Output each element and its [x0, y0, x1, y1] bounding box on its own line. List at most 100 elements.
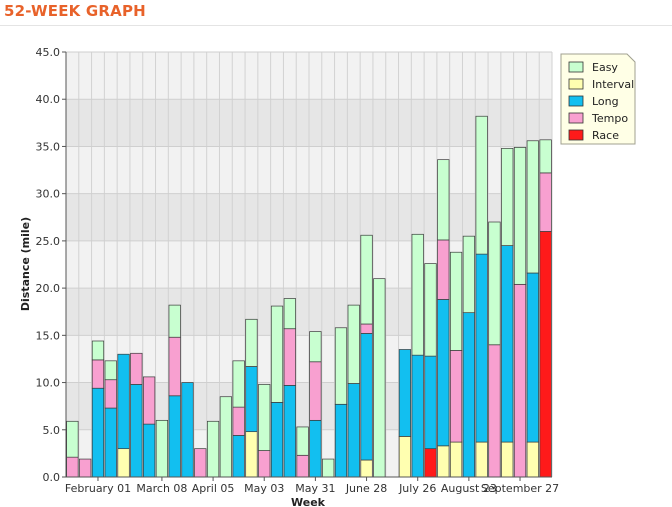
bar-segment-easy — [373, 278, 386, 478]
x-tick-label: February 01 — [65, 482, 131, 495]
bar-segment-easy — [475, 115, 488, 255]
legend-label-interval: Interval — [592, 78, 634, 91]
bar-segment-easy — [501, 147, 514, 246]
bar-segment-easy — [360, 234, 373, 325]
y-tick-label: 20.0 — [36, 282, 61, 295]
bar-segment-long — [130, 384, 143, 478]
bar-segment-tempo — [513, 283, 527, 478]
y-tick-label: 15.0 — [36, 329, 61, 342]
bar-segment-easy — [334, 327, 348, 405]
bar-segment-easy — [155, 419, 169, 478]
bar-segment-tempo — [488, 344, 501, 478]
bar-segment-easy — [245, 318, 258, 367]
legend-label-tempo: Tempo — [591, 112, 628, 125]
bar-segment-easy — [296, 426, 309, 456]
y-tick-label: 30.0 — [36, 188, 61, 201]
x-tick-label: May 31 — [295, 482, 335, 495]
bar-segment-tempo — [258, 450, 271, 478]
bar-segment-easy — [104, 360, 117, 381]
bar-segment-easy — [526, 140, 539, 274]
bar-segment-easy — [411, 233, 424, 356]
bar-segment-long — [245, 366, 258, 433]
bar-segment-tempo — [168, 336, 181, 397]
bar-segment-long — [462, 312, 475, 478]
bar-segment-long — [232, 435, 245, 478]
bar-segment-interval — [398, 436, 412, 478]
bar-segment-easy — [322, 458, 335, 478]
legend-swatch-easy — [568, 61, 584, 73]
bar-segment-easy — [488, 221, 501, 346]
bar-segment-interval — [117, 448, 130, 478]
bar-segment-easy — [539, 139, 552, 174]
bar-segment-easy — [206, 420, 220, 478]
bar-segment-long — [411, 354, 424, 478]
bar-segment-long — [360, 333, 373, 461]
bar-segment-easy — [347, 304, 360, 384]
y-tick-label: 10.0 — [36, 377, 61, 390]
x-axis-label: Week — [291, 496, 326, 507]
x-tick-label: September 27 — [481, 482, 559, 495]
bar-segment-race — [539, 231, 552, 478]
bar-segment-interval — [526, 441, 539, 478]
bar-segment-easy — [258, 384, 271, 451]
bar-segment-tempo — [143, 376, 156, 425]
bar-segment-interval — [475, 441, 488, 478]
bar-segment-long — [347, 383, 360, 478]
bar-segment-tempo — [91, 359, 105, 389]
bar-segment-easy — [232, 360, 245, 408]
bar-segment-easy — [462, 235, 475, 314]
y-tick-label: 5.0 — [43, 424, 61, 437]
x-tick-label: June 28 — [345, 482, 387, 495]
bar-segment-easy — [437, 159, 450, 241]
legend-label-long: Long — [592, 95, 619, 108]
bar-segment-tempo — [66, 456, 79, 478]
bar-segment-easy — [424, 263, 437, 357]
bar-segment-easy — [283, 298, 296, 330]
title-divider — [0, 25, 672, 26]
bar-segment-easy — [449, 251, 463, 351]
legend-swatch-race — [568, 129, 584, 141]
bar-segment-long — [526, 272, 539, 443]
legend-label-easy: Easy — [592, 61, 618, 74]
bar-segment-easy — [270, 305, 284, 403]
bar-segment-long — [270, 402, 284, 478]
bar-segment-long — [104, 407, 117, 478]
bar-segment-long — [143, 423, 156, 478]
x-tick-label: March 08 — [136, 482, 187, 495]
bar-segment-tempo — [309, 361, 322, 421]
y-tick-labels: 0.0 5.0 10.0 15.0 20.0 25.0 30.0 35.0 40.0 45.0 — [36, 46, 66, 484]
bar-segment-tempo — [283, 328, 296, 386]
legend-swatch-interval — [568, 78, 584, 90]
bar-segment-easy — [168, 304, 181, 338]
x-tick-label: July 26 — [398, 482, 436, 495]
bar-segment-easy — [91, 340, 105, 361]
bar-segment-tempo — [296, 454, 309, 478]
bar-segment-tempo — [232, 406, 245, 436]
bar-segment-tempo — [539, 172, 552, 232]
y-tick-label: 25.0 — [36, 235, 61, 248]
bar-segment-tempo — [360, 323, 373, 334]
legend-swatch-long — [568, 95, 584, 107]
bar-segment-interval — [501, 441, 514, 478]
bar-segment-easy — [513, 147, 527, 285]
y-tick-label: 0.0 — [43, 471, 61, 484]
bar-segment-interval — [245, 431, 258, 478]
axes — [65, 52, 552, 478]
x-tick-label: April 05 — [192, 482, 235, 495]
bar-segment-tempo — [104, 379, 117, 409]
y-axis-label: Distance (mile) — [19, 217, 32, 311]
bar-segment-easy — [219, 396, 232, 478]
legend-swatch-tempo — [568, 112, 584, 124]
bar-segment-tempo — [437, 239, 450, 300]
bar-segment-long — [117, 353, 130, 450]
bars — [66, 115, 552, 478]
bar-segment-long — [168, 395, 181, 478]
legend: Easy Interval Long Tempo Race — [560, 53, 636, 145]
bar-segment-long — [91, 387, 105, 478]
legend-label-race: Race — [592, 129, 619, 142]
bar-segment-long — [309, 419, 322, 478]
bar-segment-interval — [449, 441, 463, 478]
y-tick-label: 40.0 — [36, 93, 61, 106]
bar-segment-long — [283, 385, 296, 478]
